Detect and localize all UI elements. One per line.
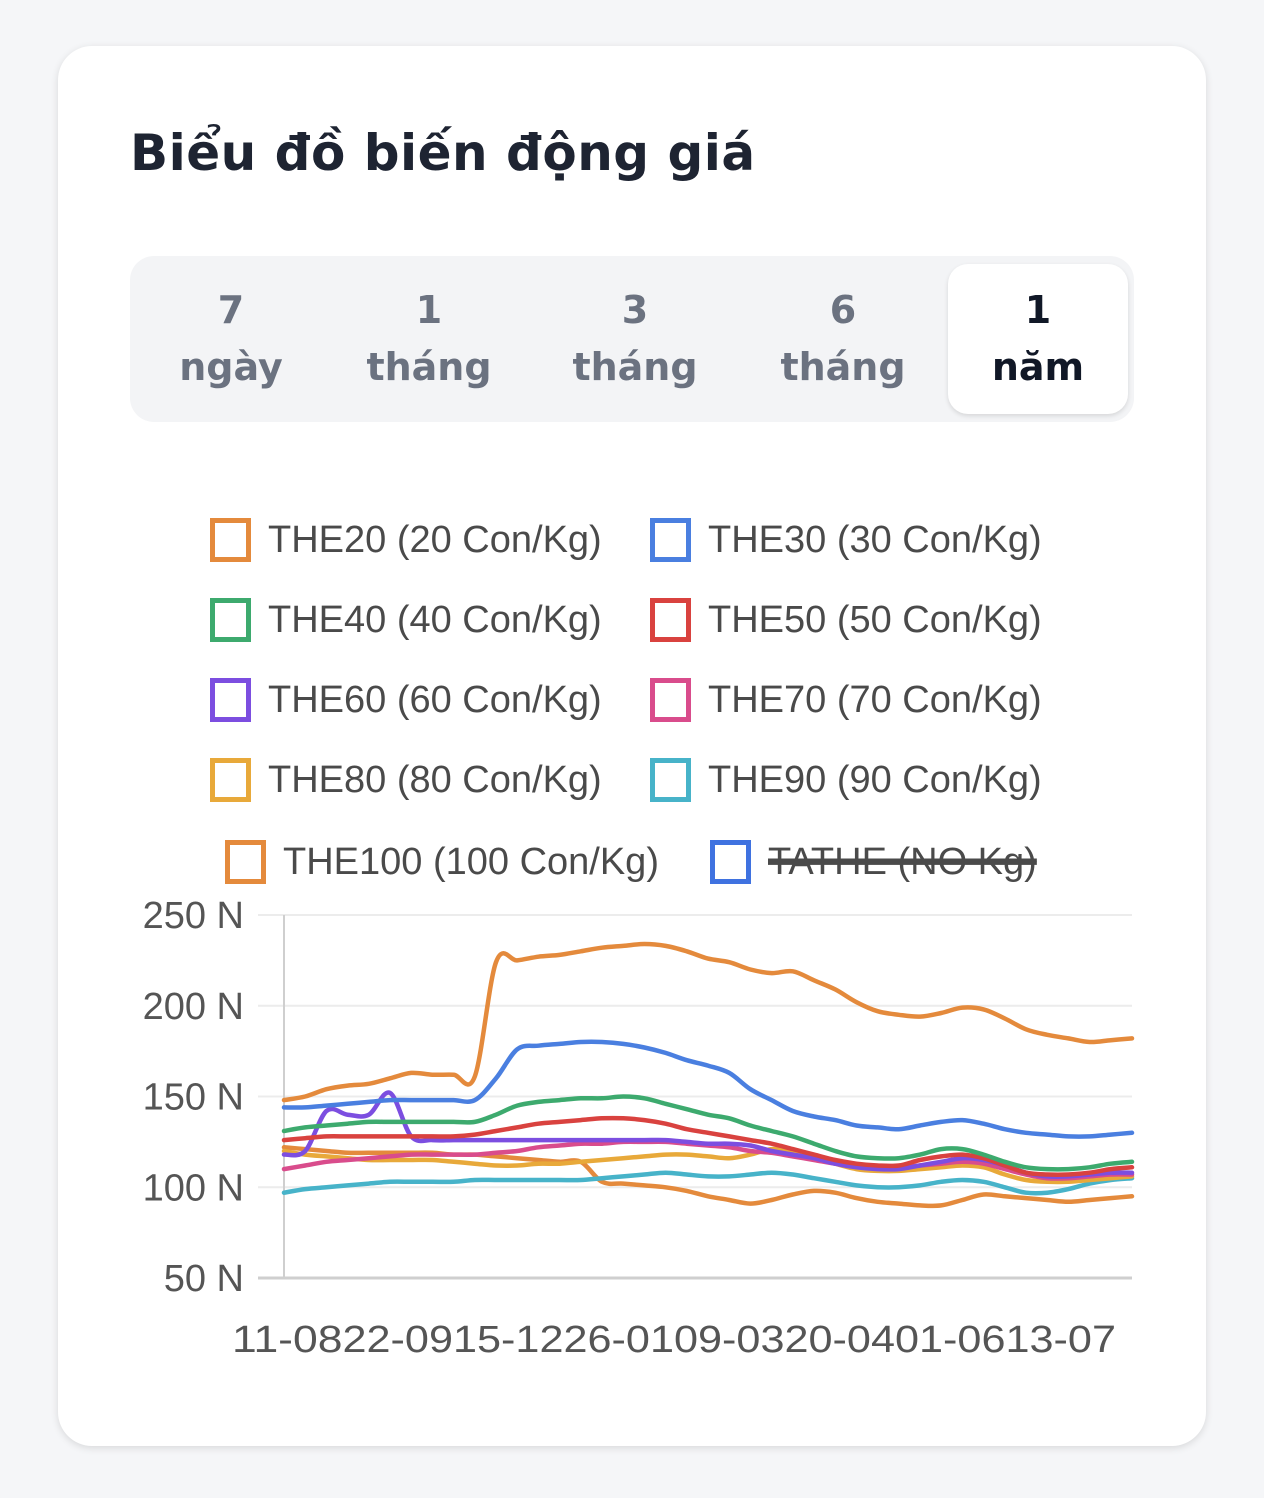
legend-label: TATHE (NO Kg) bbox=[768, 841, 1037, 883]
legend-label: THE90 (90 Con/Kg) bbox=[708, 759, 1042, 801]
legend-swatch bbox=[210, 518, 251, 562]
price-chart-card: Biểu đồ biến động giá 7 ngày 1 tháng 3 t… bbox=[58, 46, 1206, 1446]
x-tick-label: 09-03 bbox=[674, 1319, 785, 1361]
x-tick-label: 26-01 bbox=[564, 1319, 675, 1361]
tab-1-year[interactable]: 1 năm bbox=[948, 264, 1128, 414]
tab-1-month[interactable]: 1 tháng bbox=[338, 264, 520, 414]
y-tick-label: 150 N bbox=[143, 1077, 244, 1119]
x-tick-label: 15-12 bbox=[453, 1319, 564, 1361]
series-line bbox=[281, 1146, 1135, 1185]
tab-label-top: 1 bbox=[415, 288, 443, 332]
legend-label: THE100 (100 Con/Kg) bbox=[283, 841, 659, 883]
legend-label: THE50 (50 Con/Kg) bbox=[708, 599, 1042, 641]
tab-6-months[interactable]: 6 tháng bbox=[752, 264, 934, 414]
legend-item[interactable]: THE100 (100 Con/Kg) bbox=[225, 840, 659, 884]
legend-swatch bbox=[650, 678, 691, 722]
legend-item[interactable]: THE20 (20 Con/Kg) bbox=[210, 518, 602, 562]
chart-legend: THE20 (20 Con/Kg) THE30 (30 Con/Kg) THE40 … bbox=[210, 518, 1042, 884]
tab-label-bottom: tháng bbox=[780, 345, 906, 389]
tab-label-bottom: tháng bbox=[366, 345, 492, 389]
legend-item[interactable]: THE80 (80 Con/Kg) bbox=[210, 758, 602, 802]
y-tick-label: 100 N bbox=[143, 1167, 244, 1209]
legend-label: THE70 (70 Con/Kg) bbox=[708, 679, 1042, 721]
legend-label: THE80 (80 Con/Kg) bbox=[268, 759, 602, 801]
y-axis-ticks: 250 N 200 N 150 N 100 N 50 N bbox=[143, 895, 244, 1300]
legend-swatch bbox=[650, 598, 691, 642]
tab-label-top: 7 bbox=[217, 288, 245, 332]
y-tick-label: 50 N bbox=[164, 1258, 244, 1300]
legend-label: THE40 (40 Con/Kg) bbox=[268, 599, 602, 641]
tab-label-top: 6 bbox=[829, 288, 857, 332]
legend-item[interactable]: THE30 (30 Con/Kg) bbox=[650, 518, 1042, 562]
chart-series bbox=[281, 941, 1135, 1209]
chart-grid bbox=[258, 914, 1132, 1280]
legend-label: THE60 (60 Con/Kg) bbox=[268, 679, 602, 721]
legend-swatch bbox=[210, 598, 251, 642]
series-line bbox=[281, 941, 1135, 1103]
legend-item[interactable]: THE40 (40 Con/Kg) bbox=[210, 598, 602, 642]
x-tick-label: 13-07 bbox=[1006, 1319, 1117, 1361]
legend-swatch bbox=[210, 678, 251, 722]
series-line bbox=[281, 1170, 1135, 1196]
x-tick-label: 01-06 bbox=[895, 1319, 1006, 1361]
legend-item[interactable]: TATHE (NO Kg) bbox=[710, 840, 1037, 884]
legend-label: THE30 (30 Con/Kg) bbox=[708, 519, 1042, 561]
legend-item[interactable]: THE70 (70 Con/Kg) bbox=[650, 678, 1042, 722]
x-axis-ticks: 11-08 22-09 15-12 26-01 09-03 20-04 01-06 13-07 bbox=[232, 1319, 1116, 1361]
series-line bbox=[281, 1115, 1135, 1177]
legend-swatch bbox=[225, 840, 266, 884]
legend-swatch bbox=[210, 758, 251, 802]
legend-item[interactable]: THE60 (60 Con/Kg) bbox=[210, 678, 602, 722]
tab-label-top: 3 bbox=[621, 288, 649, 332]
tab-7-days[interactable]: 7 ngày bbox=[140, 264, 322, 414]
page-title: Biểu đồ biến động giá bbox=[130, 124, 756, 182]
legend-swatch bbox=[650, 518, 691, 562]
x-tick-label: 11-08 bbox=[232, 1319, 343, 1361]
tab-label-bottom: năm bbox=[991, 345, 1085, 389]
y-tick-label: 250 N bbox=[143, 895, 244, 937]
tab-label-bottom: tháng bbox=[572, 345, 698, 389]
legend-swatch bbox=[710, 840, 751, 884]
x-tick-label: 22-09 bbox=[343, 1319, 454, 1361]
legend-item[interactable]: THE90 (90 Con/Kg) bbox=[650, 758, 1042, 802]
y-tick-label: 200 N bbox=[143, 986, 244, 1028]
series-line bbox=[281, 1039, 1135, 1139]
tab-label-bottom: ngày bbox=[179, 345, 283, 389]
x-tick-label: 20-04 bbox=[785, 1319, 896, 1361]
series-line bbox=[281, 1094, 1135, 1172]
legend-item[interactable]: THE50 (50 Con/Kg) bbox=[650, 598, 1042, 642]
tab-3-months[interactable]: 3 tháng bbox=[544, 264, 726, 414]
legend-swatch bbox=[650, 758, 691, 802]
tab-label-top: 1 bbox=[1024, 288, 1052, 332]
time-range-tabs: 7 ngày 1 tháng 3 tháng 6 tháng 1 năm bbox=[130, 256, 1134, 422]
legend-label: THE20 (20 Con/Kg) bbox=[268, 519, 602, 561]
